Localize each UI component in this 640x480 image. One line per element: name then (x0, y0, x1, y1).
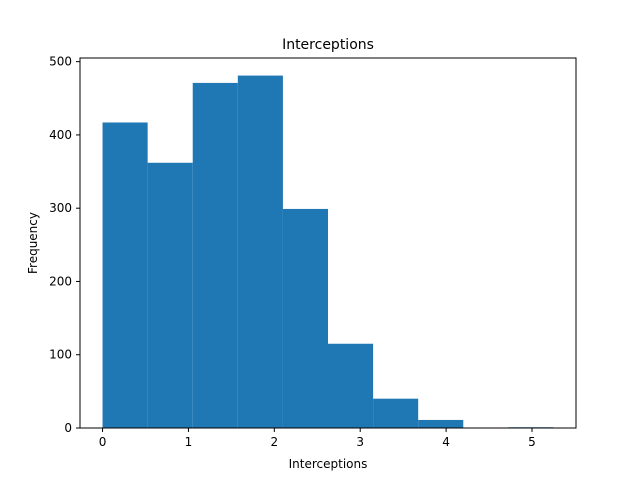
x-tick-label: 0 (99, 435, 107, 449)
histogram-bar (282, 208, 328, 428)
y-tick-label: 300 (49, 201, 72, 215)
y-tick-label: 200 (49, 274, 72, 288)
bars-group (102, 75, 554, 428)
y-axis-ticks: 0 100 200 300 400 500 (49, 55, 80, 435)
x-tick-label: 2 (271, 435, 279, 449)
histogram-bar (237, 75, 283, 428)
x-tick-label: 3 (356, 435, 364, 449)
y-tick-label: 500 (49, 55, 72, 69)
histogram-bar (373, 398, 419, 428)
chart-title: Interceptions (282, 37, 374, 53)
x-axis-label: Interceptions (289, 457, 368, 471)
y-tick-label: 400 (49, 128, 72, 142)
histogram-bar (418, 419, 464, 428)
y-tick-label: 0 (64, 421, 72, 435)
histogram-bar (328, 343, 374, 428)
y-tick-label: 100 (49, 348, 72, 362)
histogram-bar (102, 122, 148, 428)
x-axis-ticks: 0 1 2 3 4 5 (99, 428, 536, 449)
histogram-bar (192, 82, 238, 428)
x-tick-label: 1 (185, 435, 193, 449)
x-tick-label: 5 (528, 435, 536, 449)
y-axis-label: Frequency (26, 212, 40, 274)
plot-frame (79, 57, 577, 429)
histogram-bar (147, 162, 193, 428)
x-tick-label: 4 (442, 435, 450, 449)
